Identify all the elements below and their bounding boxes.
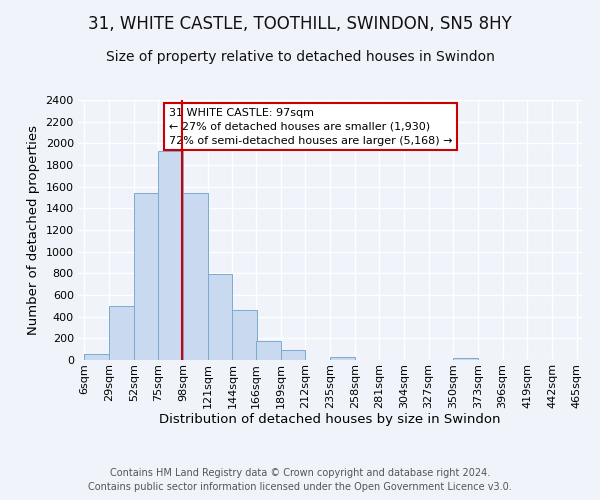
Text: 31, WHITE CASTLE, TOOTHILL, SWINDON, SN5 8HY: 31, WHITE CASTLE, TOOTHILL, SWINDON, SN5…: [88, 15, 512, 33]
Bar: [454, 358, 478, 360]
Text: Contains public sector information licensed under the Open Government Licence v3: Contains public sector information licen…: [88, 482, 512, 492]
Bar: [134, 193, 158, 360]
Bar: [158, 151, 183, 360]
Bar: [85, 354, 109, 360]
Y-axis label: Number of detached properties: Number of detached properties: [27, 125, 40, 335]
Text: Contains HM Land Registry data © Crown copyright and database right 2024.: Contains HM Land Registry data © Crown c…: [110, 468, 490, 477]
Text: Size of property relative to detached houses in Swindon: Size of property relative to detached ho…: [106, 50, 494, 64]
Bar: [109, 306, 134, 360]
Bar: [208, 274, 232, 360]
Bar: [232, 310, 257, 360]
Bar: [281, 350, 305, 360]
Bar: [183, 193, 208, 360]
X-axis label: Distribution of detached houses by size in Swindon: Distribution of detached houses by size …: [159, 414, 501, 426]
Bar: [330, 357, 355, 360]
Text: 31 WHITE CASTLE: 97sqm
← 27% of detached houses are smaller (1,930)
72% of semi-: 31 WHITE CASTLE: 97sqm ← 27% of detached…: [169, 108, 452, 146]
Bar: [256, 341, 281, 360]
